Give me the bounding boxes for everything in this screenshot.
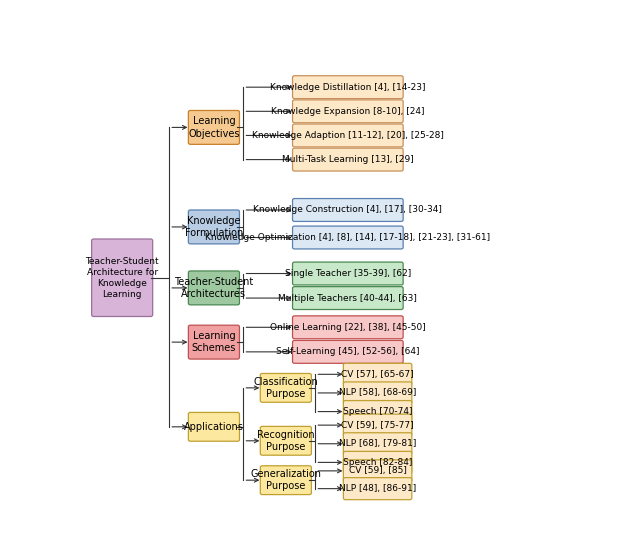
FancyBboxPatch shape [92,239,153,316]
Text: Learning
Schemes: Learning Schemes [192,331,236,353]
FancyBboxPatch shape [292,287,403,310]
Text: Teacher-Student
Architectures: Teacher-Student Architectures [174,277,253,299]
Text: Learning
Objectives: Learning Objectives [188,116,239,139]
Text: Knowledge Adaption [11-12], [20], [25-28]: Knowledge Adaption [11-12], [20], [25-28… [252,131,444,140]
FancyBboxPatch shape [260,373,312,402]
FancyBboxPatch shape [344,452,412,474]
Text: Teacher-Student
Architecture for
Knowledge
Learning: Teacher-Student Architecture for Knowled… [85,257,159,299]
FancyBboxPatch shape [344,460,412,482]
FancyBboxPatch shape [344,382,412,404]
FancyBboxPatch shape [188,111,239,144]
Text: Knowledge Optimization [4], [8], [14], [17-18], [21-23], [31-61]: Knowledge Optimization [4], [8], [14], [… [205,233,490,242]
Text: Applications: Applications [184,422,244,432]
Text: Knowledge
Formulation: Knowledge Formulation [185,216,243,238]
Text: CV [59], [75-77]: CV [59], [75-77] [341,421,414,430]
Text: Multi-Task Learning [13], [29]: Multi-Task Learning [13], [29] [282,155,413,164]
Text: CV [59], [85]: CV [59], [85] [349,466,406,475]
Text: Single Teacher [35-39], [62]: Single Teacher [35-39], [62] [285,269,411,278]
FancyBboxPatch shape [292,100,403,123]
FancyBboxPatch shape [292,262,403,285]
Text: Speech [82-84]: Speech [82-84] [343,458,412,467]
FancyBboxPatch shape [260,466,312,494]
Text: Classification
Purpose: Classification Purpose [253,377,318,399]
Text: NLP [68], [79-81]: NLP [68], [79-81] [339,439,416,448]
FancyBboxPatch shape [344,433,412,455]
FancyBboxPatch shape [260,426,312,455]
FancyBboxPatch shape [188,210,239,244]
FancyBboxPatch shape [344,400,412,422]
Text: Knowledge Expansion [8-10], [24]: Knowledge Expansion [8-10], [24] [271,107,424,116]
Text: NLP [58], [68-69]: NLP [58], [68-69] [339,388,416,398]
FancyBboxPatch shape [292,226,403,249]
FancyBboxPatch shape [188,325,239,359]
Text: Recognition
Purpose: Recognition Purpose [257,430,315,452]
FancyBboxPatch shape [344,477,412,499]
FancyBboxPatch shape [292,124,403,147]
Text: Knowledge Construction [4], [17], [30-34]: Knowledge Construction [4], [17], [30-34… [253,206,442,214]
FancyBboxPatch shape [292,199,403,222]
Text: Online Learning [22], [38], [45-50]: Online Learning [22], [38], [45-50] [270,323,426,332]
Text: CV [57], [65-67]: CV [57], [65-67] [341,370,414,379]
FancyBboxPatch shape [344,414,412,436]
Text: Multiple Teachers [40-44], [63]: Multiple Teachers [40-44], [63] [278,294,417,302]
Text: Knowledge Distillation [4], [14-23]: Knowledge Distillation [4], [14-23] [270,82,426,92]
Text: Speech [70-74]: Speech [70-74] [343,407,412,416]
FancyBboxPatch shape [292,148,403,171]
FancyBboxPatch shape [188,412,239,441]
Text: Self-Learning [45], [52-56], [64]: Self-Learning [45], [52-56], [64] [276,348,420,356]
Text: NLP [48], [86-91]: NLP [48], [86-91] [339,484,416,493]
FancyBboxPatch shape [292,316,403,339]
FancyBboxPatch shape [292,76,403,98]
Text: Generalization
Purpose: Generalization Purpose [250,469,321,491]
FancyBboxPatch shape [292,340,403,364]
FancyBboxPatch shape [188,271,239,305]
FancyBboxPatch shape [344,364,412,386]
